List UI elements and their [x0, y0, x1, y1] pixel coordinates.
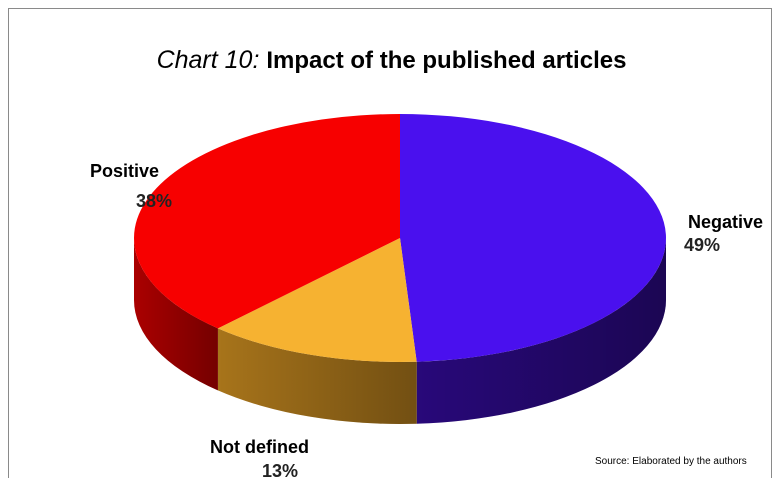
slice-label-positive: Positive [90, 161, 160, 181]
pie-side-shade-positive [134, 238, 218, 391]
source-note: Source: Elaborated by the authors [595, 456, 747, 467]
pie-top-faces [133, 113, 666, 362]
chart-title-prefix: Chart 10: [156, 46, 260, 74]
pie-slice-not-defined [217, 238, 417, 362]
pie-side-shade-negative [416, 238, 666, 424]
slice-value-negative: 49% [684, 235, 721, 255]
pie-slice-positive [133, 113, 400, 329]
pie-side-shade-not-defined [217, 328, 417, 424]
slice-value-positive: 38% [136, 191, 173, 211]
pie-side-walls [134, 238, 666, 424]
slice-label-negative: Negative [688, 212, 764, 232]
pie-slice-negative [400, 114, 666, 362]
chart-title-text: Impact of the published articles [266, 47, 627, 74]
slice-value-not-defined: 13% [262, 461, 299, 481]
slice-label-not-defined: Not defined [210, 437, 309, 457]
chart-title: Chart 10: Impact of the published articl… [0, 46, 783, 75]
